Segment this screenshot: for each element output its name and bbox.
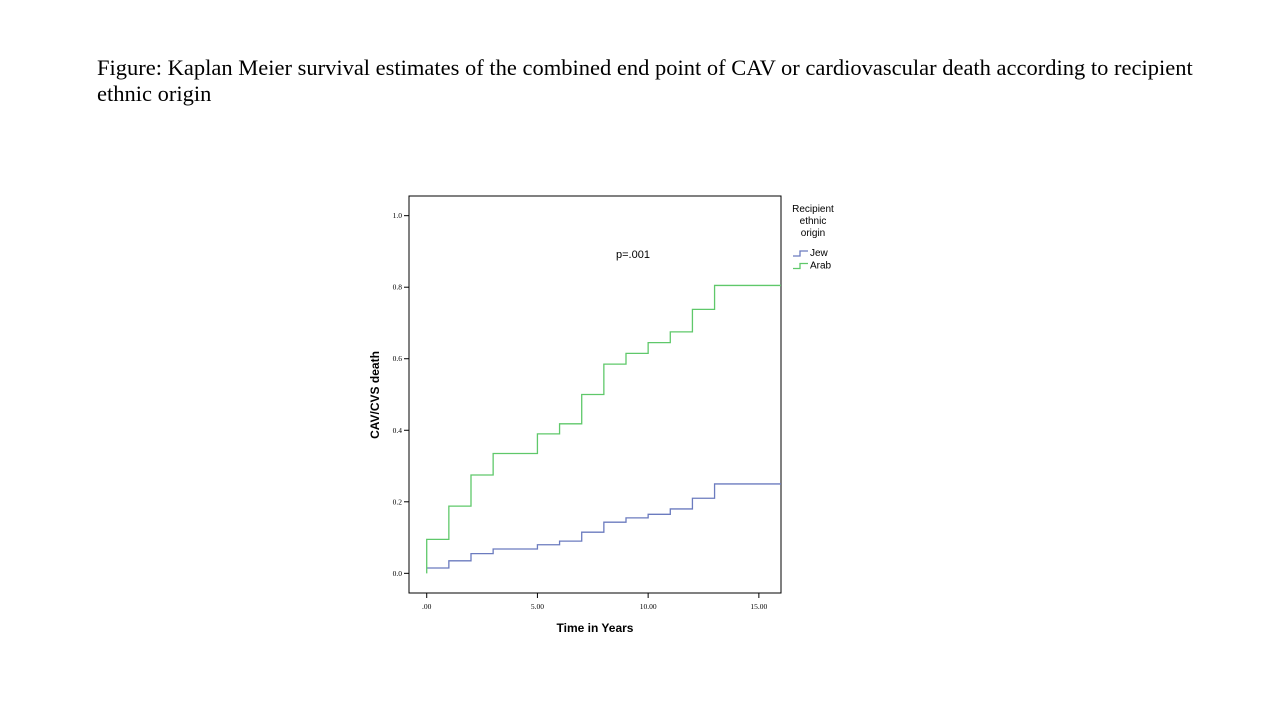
x-tick-label: 15.00 [750,602,767,611]
x-axis-title: Time in Years [557,621,634,635]
legend-label-jew: Jew [810,248,829,259]
y-axis-title: CAV/CVS death [368,351,382,439]
y-tick-label: 0.6 [393,354,403,363]
x-tick-label: 5.00 [531,602,544,611]
x-tick-label: .00 [422,602,432,611]
series-arab-line [426,284,781,574]
y-tick-label: 0.4 [393,426,403,435]
p-value-annotation: p=.001 [616,249,650,261]
legend-swatch-arab [793,262,808,270]
legend-title-line: origin [801,228,825,239]
x-tick-label: 10.00 [640,602,657,611]
legend-title-line: Recipient [792,204,834,215]
y-tick-label: 0.0 [393,569,403,578]
legend-label-arab: Arab [810,261,832,272]
series-jew-line [426,483,781,569]
plot-frame [408,195,782,594]
legend-swatch-jew [793,250,808,257]
legend-title-line: ethnic [800,216,827,227]
y-tick-label: 1.0 [393,211,403,220]
y-tick-label: 0.2 [393,497,403,506]
y-tick-label: 0.8 [393,283,403,292]
figure-caption: Figure: Kaplan Meier survival estimates … [97,55,1193,106]
